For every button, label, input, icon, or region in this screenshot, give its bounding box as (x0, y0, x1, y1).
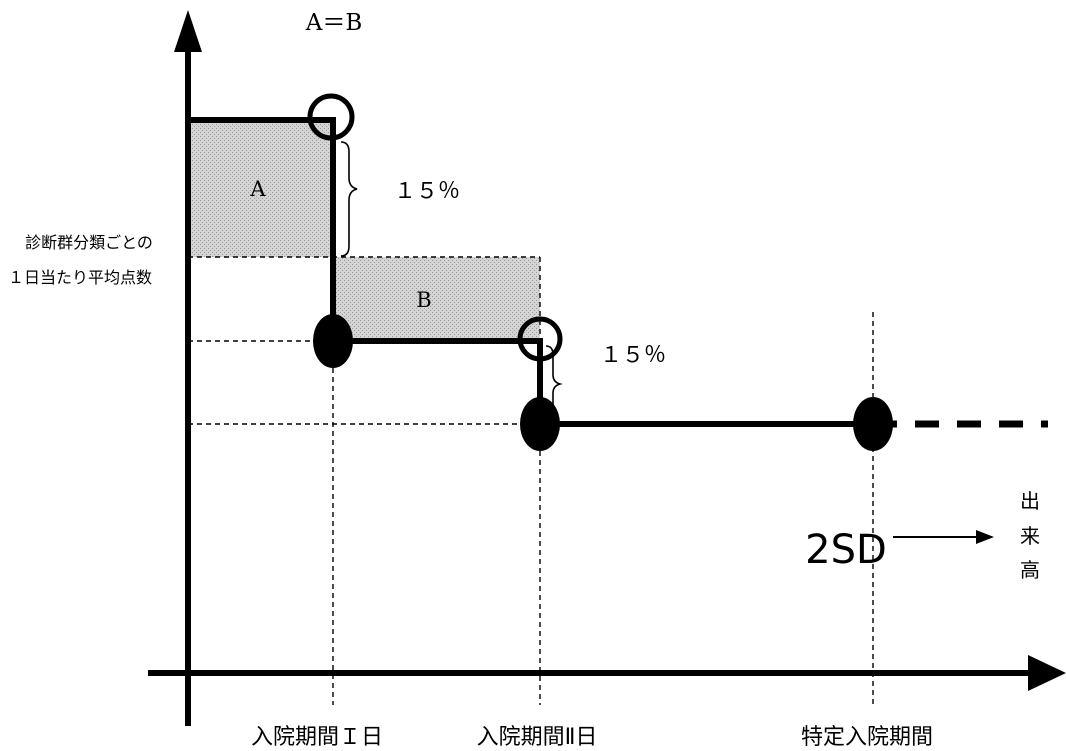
y-axis-label-line2: １日当たり平均点数 (8, 268, 152, 287)
payment-label-char-3: 高 (1020, 558, 1040, 582)
payment-label-char-2: 来 (1020, 524, 1040, 548)
y-axis-arrowhead (174, 10, 202, 52)
drop-percent-2: １５％ (600, 343, 666, 368)
x-tick-period-2: 入院期間Ⅱ日 (477, 725, 598, 750)
area-b-label: B (416, 288, 431, 312)
filled-dot-1 (313, 314, 353, 368)
x-tick-period-1: 入院期間Ｉ日 (251, 725, 383, 750)
area-b-shading (335, 257, 540, 341)
open-circle-1 (307, 93, 355, 141)
x-tick-specific-period: 特定入院期間 (801, 725, 933, 750)
dashed-guides (188, 256, 874, 705)
filled-dot-2 (520, 397, 560, 451)
brace-2 (545, 345, 563, 419)
area-a-label: A (249, 177, 266, 201)
y-axis-label-line1: 診断群分類ごとの (25, 233, 153, 252)
x-axis-arrowhead (1028, 655, 1066, 691)
open-circle-2 (517, 316, 563, 362)
drop-percent-1: １５％ (394, 179, 460, 204)
title-equation: A＝B (305, 10, 363, 36)
payment-label-char-1: 出 (1020, 489, 1040, 513)
sd-arrow-head (976, 530, 994, 544)
filled-dot-3 (853, 397, 893, 451)
brace-1 (340, 141, 358, 257)
area-a-shading (188, 120, 333, 257)
sd-label: 2SD (805, 527, 887, 573)
